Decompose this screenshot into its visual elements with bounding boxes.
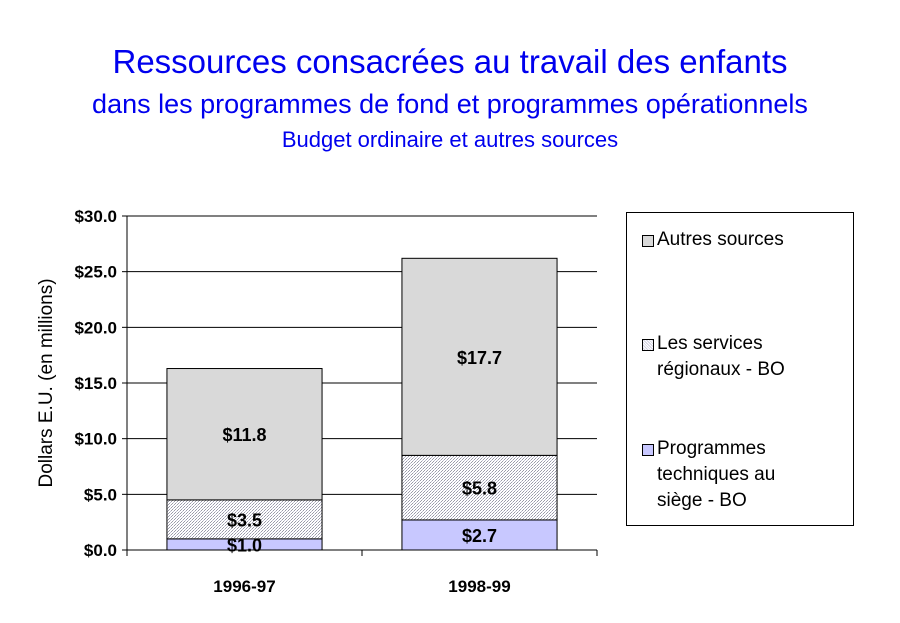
x-tick-label: 1998-99: [448, 577, 510, 596]
legend-label-services-2: régionaux - BO: [657, 359, 785, 380]
legend-label-autres: Autres sources: [657, 229, 784, 250]
bar-segment-programmes: [401, 519, 558, 551]
chart-subtitle-2: Budget ordinaire et autres sources: [281, 127, 619, 152]
y-tick-label: $10.0: [74, 430, 117, 449]
legend-label-programmes-1: Programmes: [657, 438, 766, 459]
chart-subtitle: dans les programmes de fond et programme…: [92, 89, 808, 119]
data-label: $2.7: [462, 526, 497, 546]
legend-item-services: Les services régionaux - BO: [642, 331, 785, 383]
y-tick-label: $0.0: [84, 541, 117, 560]
x-tick-label: 1996-97: [213, 577, 275, 596]
y-tick-label: $5.0: [84, 485, 117, 504]
legend-label-programmes-3: siège - BO: [657, 490, 747, 511]
y-tick-label: $25.0: [74, 263, 117, 282]
bar-segment-autres: [166, 368, 323, 501]
legend-label-services-1: Les services: [657, 333, 763, 354]
legend-swatch-programmes: [642, 444, 654, 456]
legend: Autres sources Les services régionaux - …: [626, 212, 854, 526]
legend-swatch-services: [642, 339, 654, 351]
legend-swatch-autres: [642, 235, 654, 247]
bar-segment-services: [401, 454, 558, 521]
bar-segment-services: [166, 499, 323, 540]
data-label: $11.8: [222, 425, 266, 445]
y-tick-label: $30.0: [74, 207, 117, 226]
legend-item-autres: Autres sources: [642, 227, 784, 253]
chart-title: Ressources consacrées au travail des enf…: [112, 43, 788, 80]
legend-item-programmes: Programmes techniques au siège - BO: [642, 436, 776, 514]
bars: $1.0 $3.5 $11.8 $2.7 $5.8 $17.7: [166, 257, 558, 555]
bar-segment-autres: [401, 257, 558, 456]
y-tick-label: $20.0: [74, 318, 117, 337]
data-label: $17.7: [457, 348, 502, 368]
y-tick-label: $15.0: [74, 374, 117, 393]
data-label: $5.8: [462, 479, 497, 499]
data-label: $3.5: [227, 510, 262, 530]
axes: $0.0 $5.0 $10.0 $15.0 $20.0 $25.0 $30.0 1996-97…: [74, 207, 598, 596]
data-label: $1.0: [227, 535, 262, 555]
y-axis-label: Dollars E.U. (en millions): [36, 278, 57, 487]
legend-label-programmes-2: techniques au: [657, 464, 776, 485]
